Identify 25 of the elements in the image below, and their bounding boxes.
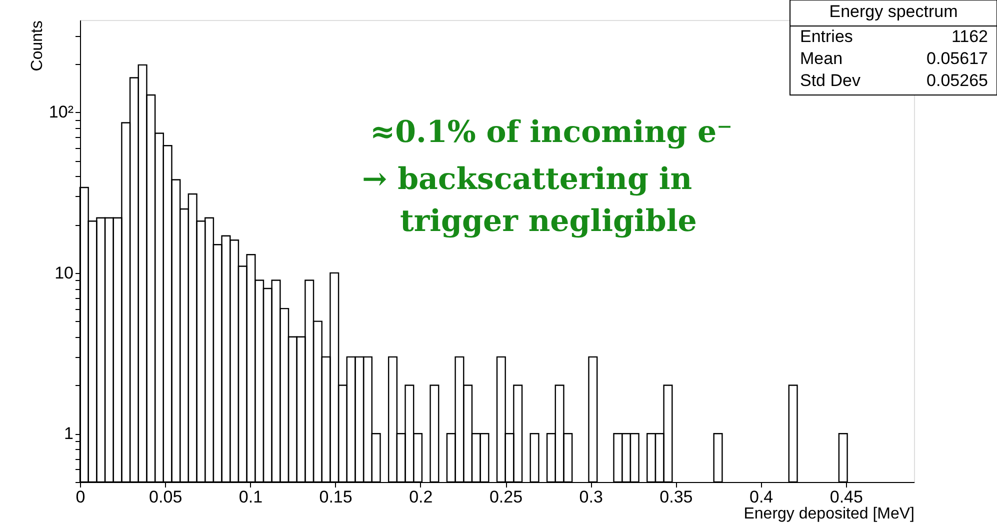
x-tick-label: 0.4: [749, 488, 774, 506]
annotation: Mean: [800, 49, 843, 68]
x-tick-label: 0.3: [579, 488, 603, 506]
x-tick-label: 0.45: [830, 488, 863, 506]
x-tick-label: 0.1: [238, 488, 263, 506]
text: 0.05617: [926, 49, 988, 68]
text: 0.05265: [926, 71, 988, 90]
y-axis-title: Counts: [28, 20, 46, 72]
annotation: trigger negligible: [400, 204, 697, 239]
y-tick-label: 10²: [48, 102, 74, 122]
annotation: → backscattering in: [362, 162, 692, 197]
annotation: ≈0.1% of incoming e⁻: [370, 115, 732, 150]
x-tick-label: 0.2: [409, 488, 433, 506]
chart-title: Energy spectrum: [829, 2, 958, 21]
x-tick-label: 0.15: [319, 488, 352, 506]
x-axis-title: Energy deposited [MeV]: [744, 506, 914, 522]
annotation: Entries: [800, 27, 853, 46]
x-tick-label: 0.35: [660, 488, 693, 506]
annotation: Std Dev: [800, 71, 861, 90]
text: 1162: [951, 27, 988, 46]
x-tick-label: 0: [76, 488, 86, 506]
y-tick-label: 10: [54, 263, 74, 282]
y-tick-label: 1: [64, 424, 74, 444]
x-tick-label: 0.25: [489, 488, 523, 506]
x-tick-label: 0.05: [149, 488, 182, 506]
